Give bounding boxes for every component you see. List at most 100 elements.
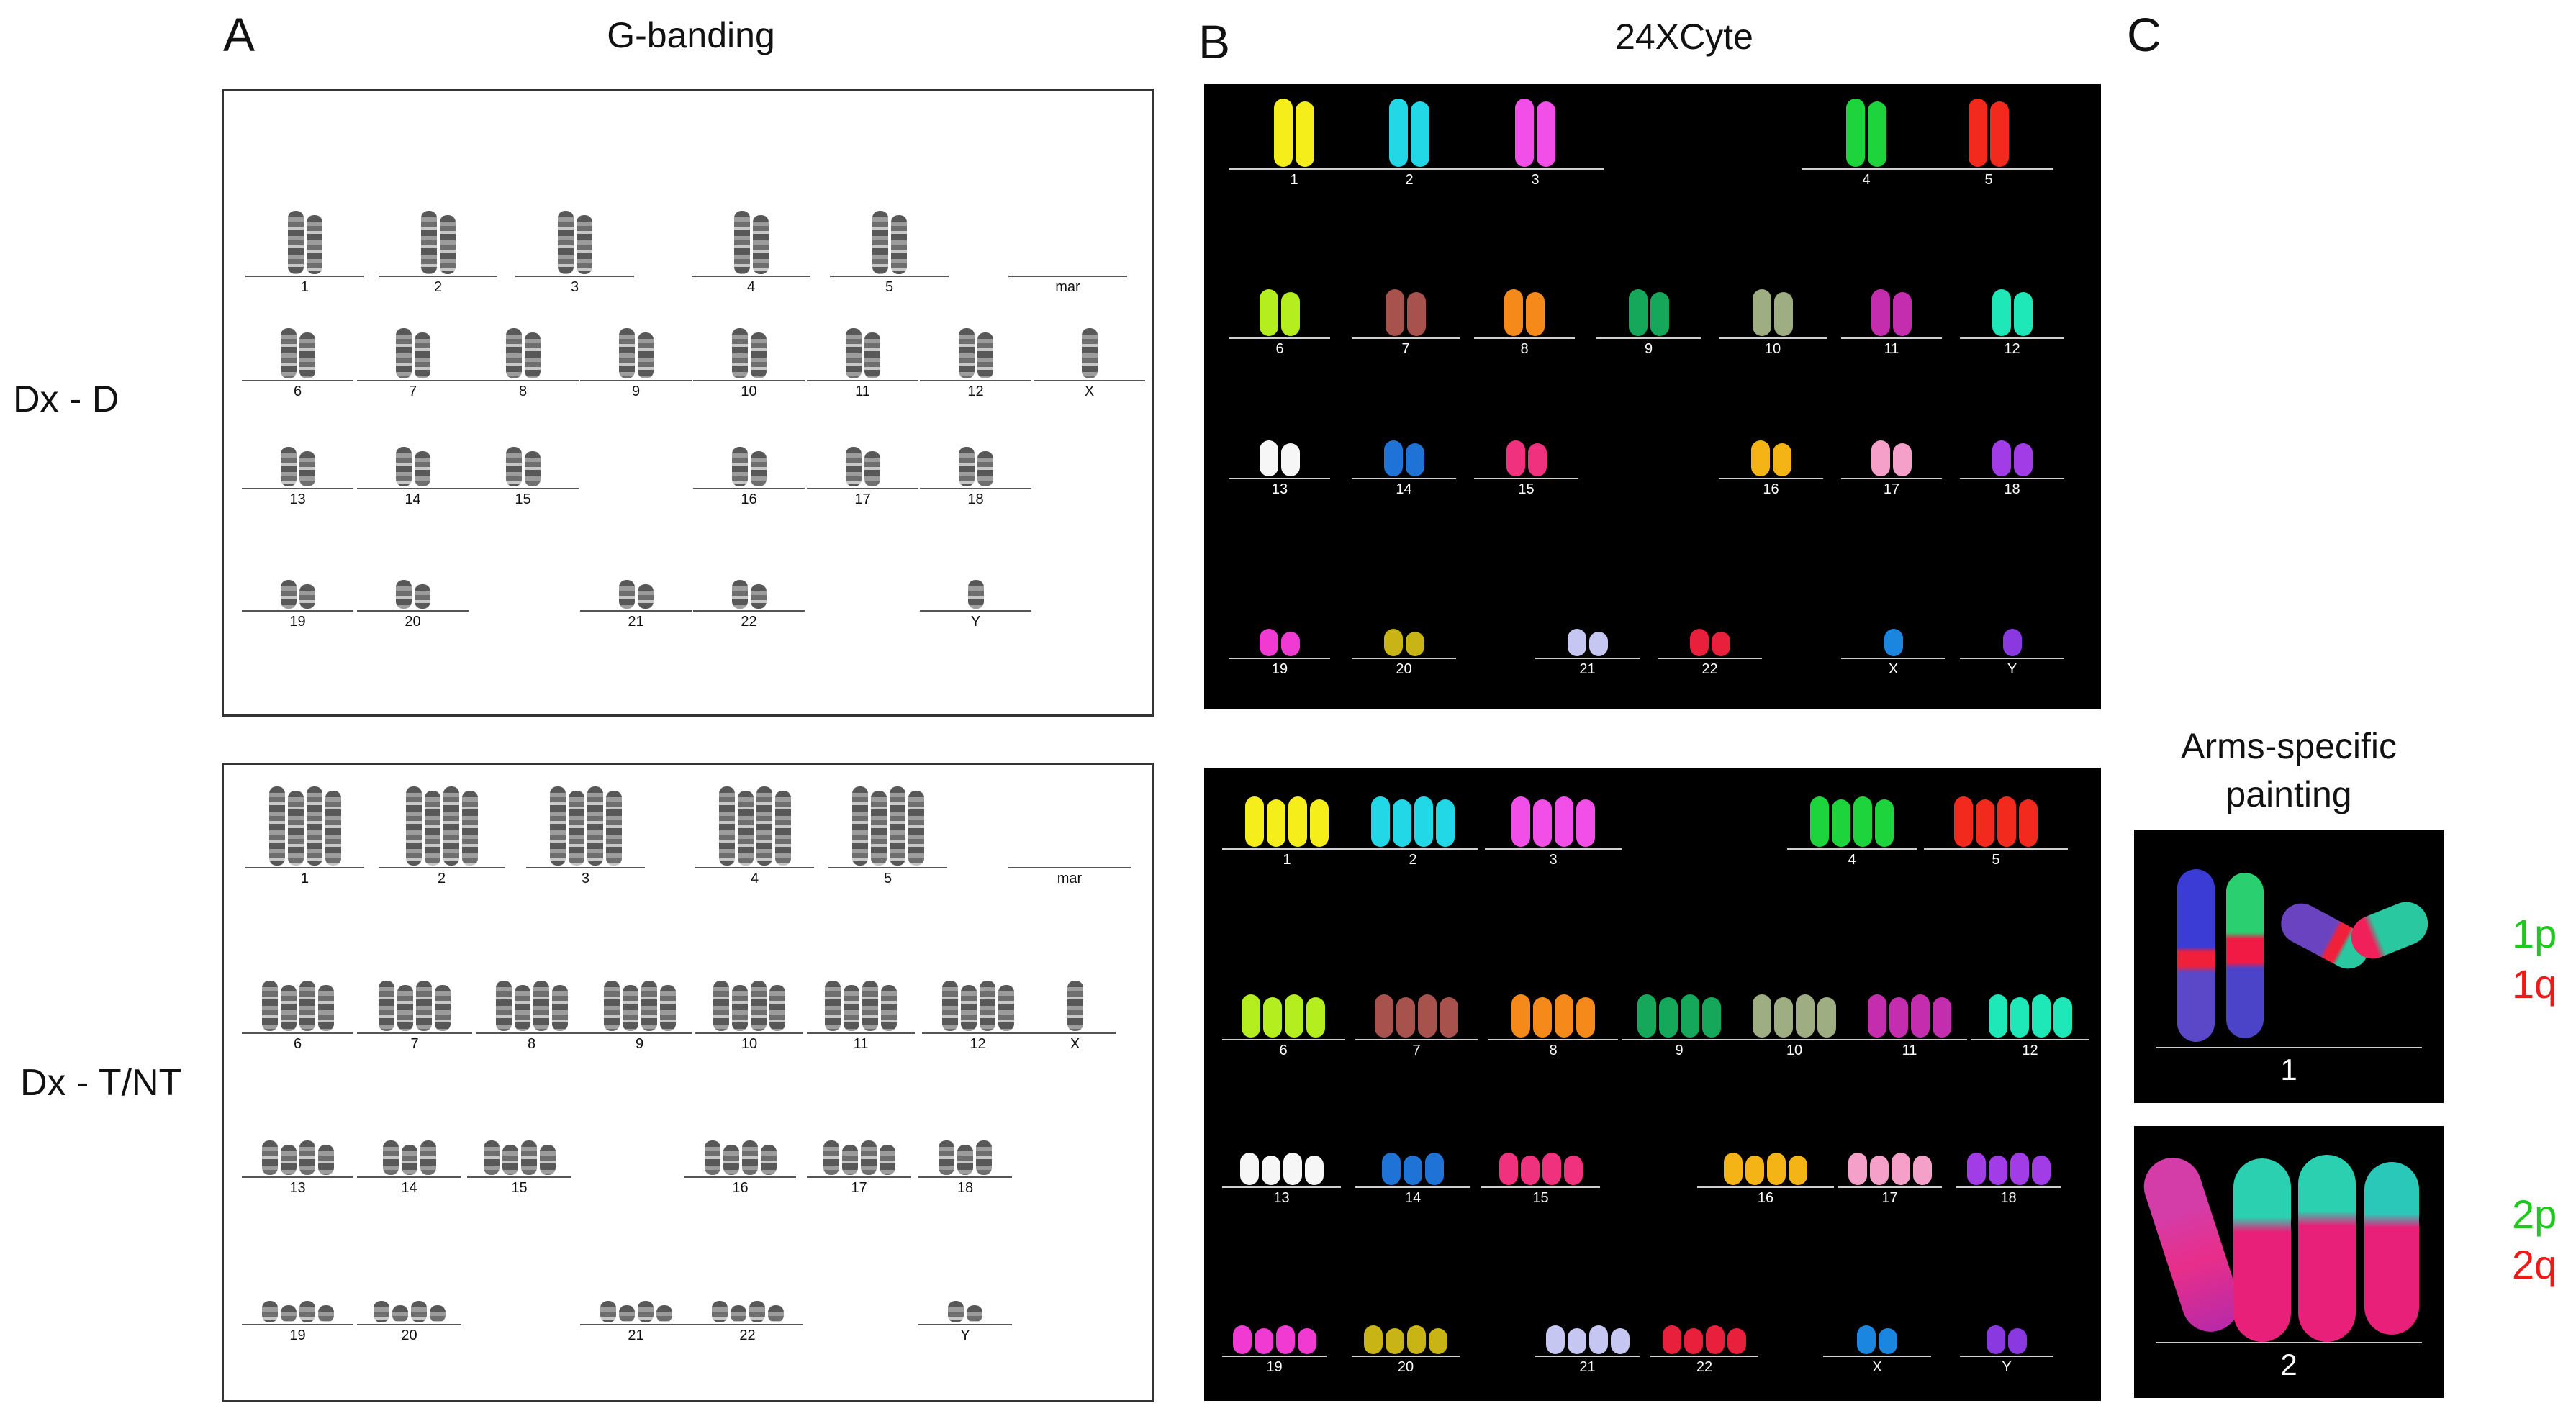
- karyotype-slot-20: 20: [1352, 599, 1456, 678]
- karyotype-line: [242, 1176, 353, 1178]
- chromosome-16: [704, 1140, 720, 1175]
- karyotype-line: [242, 488, 353, 489]
- karyotype-label: 11: [1884, 341, 1899, 357]
- karyotype-slot-6: 6: [1229, 275, 1330, 358]
- karyotype-label: 17: [854, 491, 871, 507]
- chromosome-20: [429, 1305, 446, 1322]
- karyotype-label: 12: [2022, 1043, 2038, 1058]
- chromosome-group-1: [245, 786, 364, 866]
- karyotype-line: [1488, 1039, 1618, 1040]
- karyotype-line: [1960, 1356, 2053, 1357]
- karyotype-label: 18: [2000, 1190, 2017, 1206]
- chromosome-3: [1533, 799, 1552, 847]
- karyotype-label: 5: [1984, 172, 1993, 188]
- karyotype-line: [1352, 1356, 1460, 1357]
- karyotype-line: [1222, 1039, 1345, 1040]
- chromosome-X: [1879, 1328, 1897, 1354]
- chromosome-1-copy-b: [2226, 873, 2264, 1038]
- karyotype-slot-1: 1: [1229, 99, 1359, 189]
- chromosome-Y: [967, 580, 984, 609]
- chromosome-2: [405, 786, 422, 866]
- karyotype-slot-6: 6: [242, 314, 353, 400]
- karyotype-line: [1719, 478, 1823, 479]
- chromosome-6: [280, 328, 297, 378]
- chromosome-9: [603, 981, 620, 1031]
- karyotype-slot-Y: Y: [1960, 599, 2064, 678]
- karyotype-line: [807, 488, 918, 489]
- chromosome-12: [979, 981, 995, 1031]
- karyotype-slot-8: 8: [467, 314, 579, 400]
- karyotype-line: [379, 276, 497, 277]
- chromosome-8: [1526, 292, 1545, 336]
- chromosome-18: [1988, 1156, 2007, 1185]
- chromosome-5: [1990, 101, 2009, 167]
- chromosome-7: [1386, 289, 1404, 336]
- chromosome-10: [1753, 289, 1771, 336]
- g-banding-karyotype-dx-d: 1 2 3 4 5 mar 6 7 8 9 10 11 12 X 13 14 15 16 17 18 19 20 21 22 Y: [222, 88, 1154, 717]
- chromosome-7: [414, 332, 430, 378]
- karyotype-slot-17: 17: [807, 1117, 911, 1197]
- chromosome-11: [862, 981, 878, 1031]
- karyotype-line: [1737, 1039, 1852, 1040]
- chromosome-4: [1810, 796, 1829, 847]
- chromosome-1: [1310, 799, 1329, 847]
- karyotype-label: 1: [300, 871, 309, 886]
- karyotype-label: 7: [410, 1036, 419, 1052]
- chromosome-18: [976, 1140, 992, 1175]
- chromosome-6: [261, 981, 278, 1031]
- chromosome-8: [524, 332, 541, 378]
- chromosome-group-10: [1719, 289, 1827, 336]
- karyotype-slot-22: 22: [1650, 1289, 1758, 1376]
- chromosome-group-10: [693, 328, 805, 378]
- karyotype-line: [379, 867, 505, 868]
- chromosome-13: [280, 1145, 297, 1175]
- karyotype-label: 16: [1757, 1190, 1774, 1206]
- karyotype-line: [830, 276, 949, 277]
- karyotype-line: [1229, 478, 1330, 479]
- chromosome-group-18: [918, 1140, 1012, 1175]
- chromosome-14: [395, 447, 412, 486]
- karyotype-slot-20: 20: [357, 551, 469, 630]
- karyotype-label: 6: [1279, 1043, 1288, 1058]
- karyotype-slot-1: 1: [245, 209, 364, 296]
- karyotype-label: 21: [628, 1328, 644, 1343]
- chromosome-18: [2013, 443, 2033, 476]
- chromosome-17: [860, 1140, 877, 1175]
- karyotype-line: [467, 380, 579, 381]
- chromosome-16: [1750, 440, 1770, 476]
- chromosome-group-7: [357, 981, 472, 1031]
- chromosome-5: [870, 791, 887, 866]
- chromosome-group-6: [242, 328, 353, 378]
- chromosome-2: [1389, 99, 1408, 167]
- karyotype-line: [828, 867, 947, 868]
- karyotype-slot-22: 22: [1658, 599, 1762, 678]
- chromosome-12: [960, 985, 977, 1031]
- chromosome-7: [1407, 292, 1426, 336]
- chromosome-3: [557, 211, 574, 274]
- chromosome-11: [864, 332, 880, 378]
- chromosome-15: [1499, 1153, 1518, 1185]
- chromosome-3: [568, 791, 584, 866]
- karyotype-line: [580, 380, 692, 381]
- karyotype-label: 10: [1764, 341, 1781, 357]
- chromosome-group-17: [1838, 1153, 1942, 1185]
- chromosome-8: [1511, 994, 1530, 1038]
- chromosome-19: [1275, 1325, 1295, 1354]
- karyotype-slot-7: 7: [357, 314, 469, 400]
- chromosome-group-3: [1485, 796, 1622, 847]
- chromosome-22: [731, 580, 748, 609]
- chromosome-4: [737, 791, 754, 866]
- chromosome-group-X: [1034, 981, 1116, 1031]
- chromosome-11: [1933, 997, 1951, 1038]
- chromosome-21: [656, 1305, 672, 1322]
- chromosome-22: [1684, 1328, 1703, 1354]
- karyotype-label: 9: [631, 384, 641, 399]
- karyotype-line: [357, 1324, 461, 1325]
- chromosome-21: [1610, 1328, 1630, 1354]
- karyotype-label: X: [1872, 1359, 1882, 1375]
- karyotype-slot-X: X: [1823, 1289, 1931, 1376]
- karyotype-line: [1222, 1186, 1341, 1188]
- karyotype-slot-16: 16: [1719, 419, 1823, 498]
- karyotype-line: [1348, 848, 1478, 850]
- karyotype-line: [1622, 1039, 1737, 1040]
